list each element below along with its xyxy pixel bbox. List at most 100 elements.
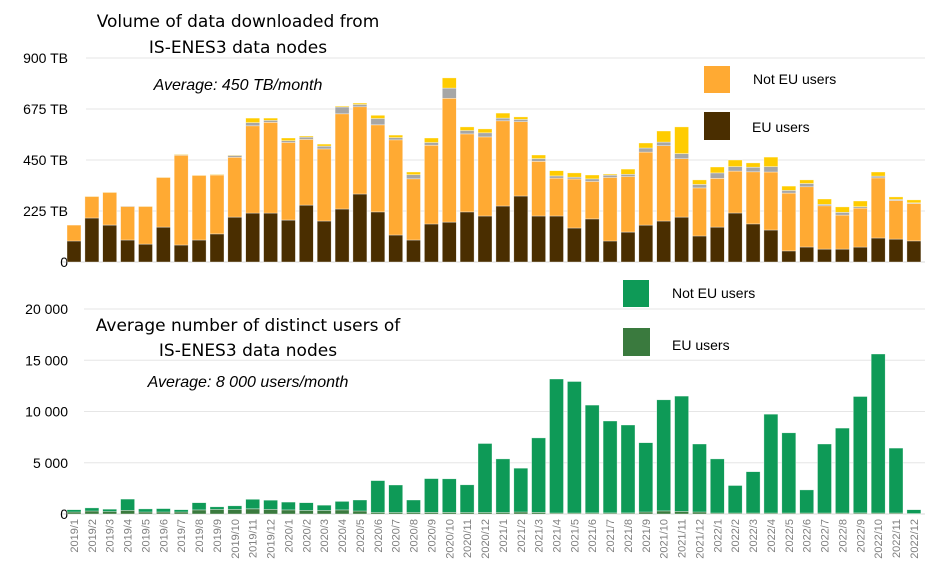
bar-not-eu-users: [191, 502, 207, 511]
bar-other-gray: [692, 184, 707, 189]
bar-stack-2021-1: [495, 112, 511, 263]
y-tick-label: 900 TB: [23, 50, 68, 66]
bar-other-gray: [781, 190, 797, 194]
bar-eu-users: [138, 243, 153, 263]
bar-other-gray: [513, 119, 529, 123]
bar-eu-users: [173, 244, 189, 263]
bar-eu-users: [424, 223, 439, 263]
bar-stack-2021-8: [620, 424, 636, 515]
x-tick-label: 2021/6: [587, 519, 599, 553]
y-tick-label: 225 TB: [23, 203, 68, 219]
bar-not-eu-users: [656, 399, 672, 512]
bar-eu-users: [316, 510, 332, 515]
bar-other-yellow: [745, 162, 761, 168]
bar-other-gray: [745, 167, 761, 173]
bar-not-eu-users: [906, 509, 922, 514]
bar-not-eu-users: [245, 498, 260, 510]
bar-stack-2020-7: [388, 484, 404, 515]
x-tick-label: 2021/5: [569, 519, 581, 553]
users-title-line-1: Average number of distinct users of: [96, 316, 401, 336]
bar-stack-2019-9: [209, 173, 225, 263]
bar-eu-users: [245, 508, 260, 515]
x-tick-label: 2021/10: [659, 519, 671, 559]
legend-label-not-eu-users: Not EU users: [672, 285, 755, 301]
bar-stack-2020-2: [298, 135, 314, 263]
bar-eu-users: [191, 509, 207, 515]
bar-not-eu-users: [477, 443, 493, 513]
bar-not-eu-users: [173, 509, 189, 513]
bar-eu-users: [584, 218, 600, 263]
bar-other-yellow: [888, 196, 904, 200]
x-tick-label: 2022/6: [802, 519, 814, 553]
bar-stack-2021-12: [692, 179, 707, 263]
bar-eu-users: [298, 510, 314, 515]
bar-other-gray: [602, 174, 618, 178]
bar-other-gray: [584, 178, 600, 182]
bar-not-eu-users: [298, 502, 314, 511]
bar-not-eu-users: [120, 498, 135, 511]
y-tick-label: 5 000: [33, 455, 68, 471]
bar-stack-2020-12: [477, 443, 493, 515]
x-tick-label: 2019/10: [230, 519, 242, 559]
bar-stack-2022-6: [799, 489, 815, 515]
legend-label-eu-users: EU users: [672, 337, 730, 353]
bar-other-yellow: [388, 134, 404, 138]
bar-not-eu-users: [263, 122, 278, 214]
x-tick-label: 2021/3: [534, 519, 546, 553]
bar-stack-2019-12: [263, 117, 278, 263]
bar-not-eu-users: [388, 139, 404, 236]
bar-stack-2019-2: [84, 507, 100, 515]
bar-stack-2022-12: [906, 199, 922, 263]
bar-stack-2022-1: [709, 458, 725, 515]
bar-other-gray: [620, 174, 636, 177]
bar-eu-users: [441, 512, 457, 515]
bar-stack-2019-2: [84, 195, 100, 263]
bar-not-eu-users: [745, 471, 761, 514]
x-tick-label: 2019/12: [266, 519, 278, 559]
bar-other-gray: [424, 142, 439, 146]
bar-stack-2020-6: [370, 480, 386, 515]
bar-stack-2020-6: [370, 115, 386, 263]
legend-label-eu: EU users: [752, 119, 810, 135]
bar-stack-2020-12: [477, 128, 493, 263]
bar-not-eu-users: [513, 467, 529, 513]
bar-eu-users: [531, 215, 546, 263]
bar-eu-users: [459, 211, 475, 263]
bar-not-eu-users: [602, 420, 618, 514]
bar-stack-2022-8: [835, 206, 850, 263]
bar-stack-2020-10: [441, 77, 457, 263]
bar-other-yellow: [531, 154, 546, 159]
x-tick-label: 2020/4: [337, 519, 349, 553]
bar-not-eu-users: [709, 458, 725, 514]
bar-not-eu-users: [835, 427, 850, 514]
bar-stack-2019-8: [191, 502, 207, 515]
x-tick-label: 2020/6: [373, 519, 385, 553]
bar-not-eu-users: [763, 413, 779, 514]
bar-not-eu-users: [138, 508, 153, 513]
bar-eu-users: [156, 226, 171, 263]
bar-not-eu-users: [102, 508, 117, 512]
bar-eu-users: [370, 211, 386, 263]
bar-not-eu-users: [620, 176, 636, 233]
legend-swatch-not-eu: [704, 66, 730, 93]
x-tick-label: 2021/12: [694, 519, 706, 559]
x-tick-label: 2022/4: [766, 519, 778, 553]
bar-not-eu-users: [531, 437, 546, 513]
bar-not-eu-users: [66, 509, 82, 513]
x-tick-label: 2022/9: [855, 519, 867, 553]
bar-stack-2020-2: [298, 502, 314, 515]
bar-not-eu-users: [227, 157, 243, 218]
bar-eu-users: [120, 239, 135, 263]
bar-not-eu-users: [370, 124, 386, 213]
bar-other-yellow: [817, 198, 832, 205]
bar-eu-users: [620, 231, 636, 263]
y-tick-label: 0: [60, 506, 68, 522]
bar-stack-2019-12: [263, 499, 278, 515]
bar-other-yellow: [906, 199, 922, 204]
volume-legend: Not EU users EU users: [704, 66, 836, 140]
x-tick-label: 2019/7: [176, 519, 188, 553]
bar-not-eu-users: [745, 171, 761, 225]
bar-other-yellow: [692, 179, 707, 185]
